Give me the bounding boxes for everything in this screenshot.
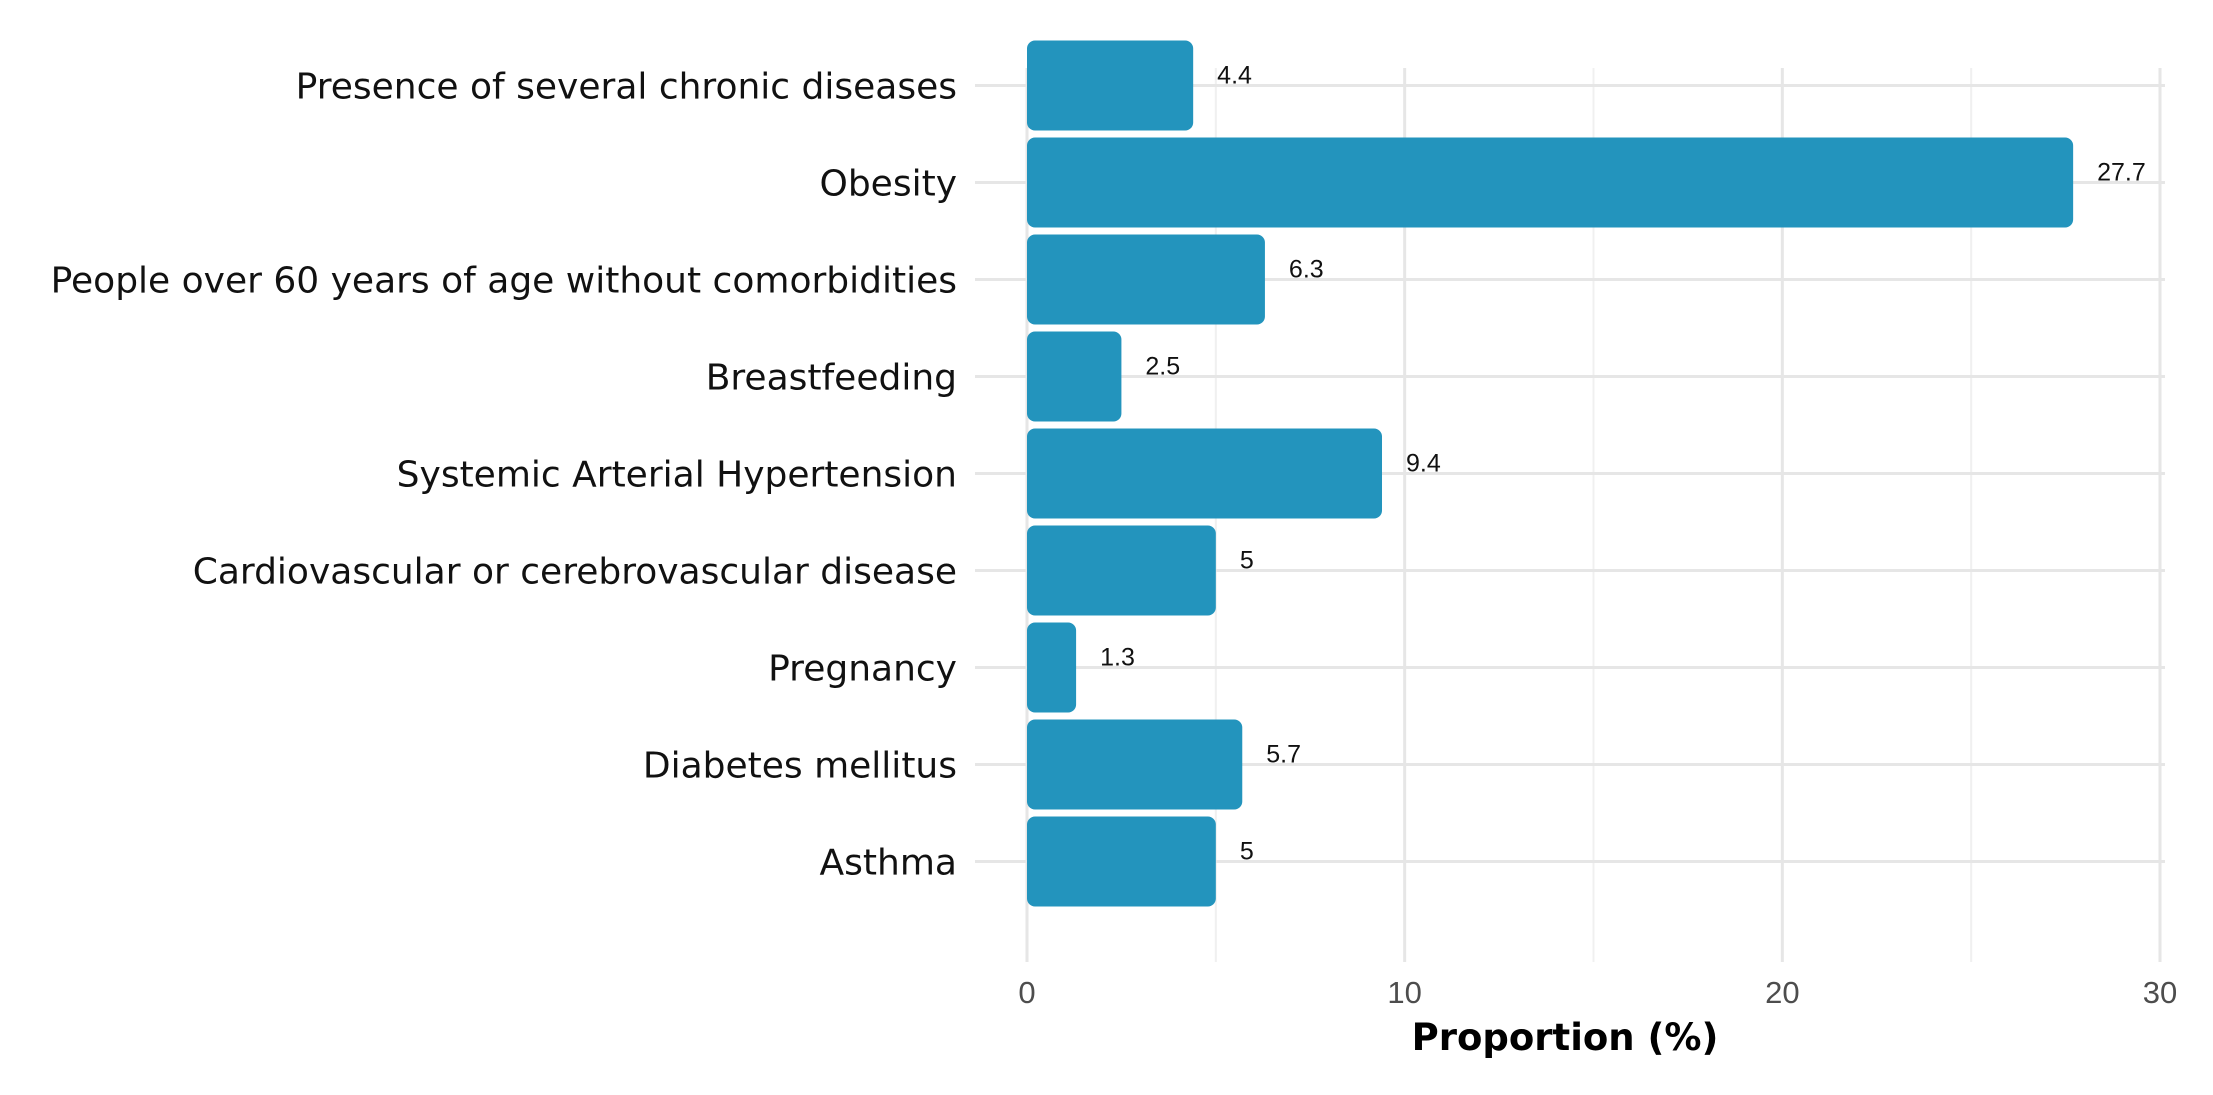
bar (1027, 137, 2074, 228)
bar (1027, 816, 1216, 907)
bar-value-label: 5 (1240, 547, 1254, 575)
bars-group (1027, 40, 2074, 907)
bar-value-label: 5.7 (1266, 741, 1301, 769)
bar-value-label: 2.5 (1145, 353, 1180, 381)
category-label: Systemic Arterial Hypertension (397, 455, 957, 496)
bar-value-label: 1.3 (1100, 644, 1135, 672)
category-label: Cardiovascular or cerebrovascular diseas… (193, 552, 957, 593)
bar (1027, 525, 1216, 616)
category-label: Diabetes mellitus (643, 746, 957, 787)
bar (1027, 428, 1383, 519)
x-tick-label: 20 (1765, 975, 1799, 1010)
bar (1027, 40, 1194, 131)
category-label: People over 60 years of age without como… (51, 261, 957, 302)
category-label: Obesity (819, 164, 957, 205)
bar (1027, 622, 1077, 713)
bar-value-label: 5 (1240, 838, 1254, 866)
x-axis-title: Proportion (%) (1412, 1016, 1719, 1059)
bar-value-label: 6.3 (1289, 256, 1324, 284)
value-labels-group: 4.4 27.7 6.3 2.5 9.4 5 1.3 5.7 5 (1100, 62, 2146, 866)
x-tick-label: 0 (1018, 975, 1035, 1010)
category-labels-group: Presence of several chronic diseases Obes… (51, 67, 957, 884)
bar (1027, 331, 1122, 422)
bar (1027, 234, 1265, 325)
x-tick-label: 10 (1387, 975, 1421, 1010)
x-tick-labels-group: 0 10 20 30 (1018, 975, 2177, 1010)
bar-value-label: 27.7 (2097, 159, 2146, 187)
category-label: Breastfeeding (706, 358, 957, 399)
bar-value-label: 9.4 (1406, 450, 1441, 478)
category-label: Presence of several chronic diseases (296, 67, 957, 108)
x-tick-label: 30 (2143, 975, 2177, 1010)
bar (1027, 719, 1243, 810)
bar-value-label: 4.4 (1217, 62, 1252, 90)
category-label: Pregnancy (768, 649, 957, 690)
category-label: Asthma (820, 843, 957, 884)
